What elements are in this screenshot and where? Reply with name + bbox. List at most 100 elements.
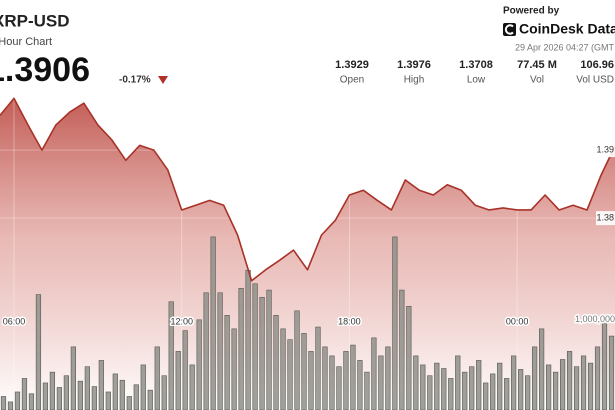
volume-bar [476,360,482,410]
volume-bar [525,375,531,410]
volume-bar [601,319,608,410]
volume-bar [427,375,433,410]
volume-bar [133,384,139,410]
volume-bar [364,371,370,410]
volume-bar [21,378,28,410]
volume-bar [84,366,90,410]
price-line [0,97,615,282]
volume-bar [462,371,468,410]
volume-bar [580,355,587,410]
stat-value: 77.45 M [517,59,557,71]
volume-bar [98,360,104,410]
volume-bar [280,328,286,410]
volume-bar [266,289,272,410]
volume-bar [406,306,412,410]
volume-bar [105,391,111,410]
volume-bar [14,391,21,410]
logo-text: CoinDesk Data [519,21,615,37]
price: 1.3906 [0,51,90,89]
volume-bar [546,364,552,410]
x-tick-label: 06:00 [3,316,26,326]
x-tick-label: 12:00 [170,316,193,326]
volume-bar [49,371,56,410]
powered-by: Powered by [503,6,560,17]
stat-label: High [404,75,425,86]
volume-bar [532,346,538,410]
volume-bar [343,351,349,410]
volume-bar [119,379,125,410]
volume-bar [252,283,258,410]
y-tick-box [596,143,615,158]
volume-bar [301,333,307,410]
volume-bar [175,351,181,410]
subtitle: 24 Hour Chart [0,36,52,48]
volume-bar [566,351,573,410]
symbol: XRP-USD [0,11,70,30]
volume-bar [140,364,146,410]
volume-bar [552,371,559,410]
stat-label: Open [340,75,364,86]
volume-bar [147,389,153,410]
timestamp: 29 Apr 2026 04:27 (GMT [515,42,615,52]
stat-value: 1.3976 [397,59,431,71]
volume-bar [469,366,475,410]
volume-bar [399,289,405,410]
volume-bar [245,269,251,410]
volume-bar [189,364,195,410]
volume-bar [504,378,510,410]
price-change: -0.17% [119,75,151,86]
volume-bar [112,373,118,410]
volume-bar [378,355,384,410]
volume-bar [518,369,524,410]
volume-bar [231,328,237,410]
volume-bar [308,351,314,410]
volume-bar [196,319,202,410]
volume-bar [371,337,377,410]
volume-bar [42,382,49,410]
stat-value: 1.3929 [335,59,369,71]
volume-bar [511,355,517,410]
volume-bar [287,339,293,410]
volume-bar [322,346,328,410]
volume-bar [350,344,356,410]
volume-bar [594,346,601,410]
volume-bar [35,294,42,410]
volume-bar [259,296,265,410]
volume-bar [573,366,580,410]
volume-bar [497,362,503,410]
branding: Powered by CoinDesk Data 29 Apr 2026 04:… [503,6,615,52]
x-tick-label: 18:00 [338,316,361,326]
x-tick-label: 00:00 [506,316,529,326]
volume-bar [63,375,69,410]
volume-bar [91,386,97,410]
volume-bar [126,396,132,410]
volume-bar [392,236,398,410]
volume-bar [434,362,440,410]
volume-bar [420,364,426,410]
volume-bar [224,315,230,410]
volume-bar [587,362,594,410]
y-tick-box [596,211,615,226]
stats: 1.3929 Open 1.3976 High 1.3708 Low 77.45… [335,59,614,86]
volume-bar [154,346,160,410]
volume-bar [273,315,279,410]
volume-bar [448,378,454,410]
volume-bar [217,292,223,410]
y-tick-label: 1.39 [596,144,614,154]
y2-tick-label: 1,000,000 [575,314,615,324]
volume-bar [483,382,489,410]
volume-bar [608,335,615,410]
stat-label: Low [467,75,486,86]
y-tick-label: 1.38 [596,212,614,222]
volume-bar [161,375,167,410]
volume-bar [441,368,447,410]
volume-bar [210,236,216,410]
stat-label: Vol USD [576,75,614,86]
volume-bar [413,355,419,410]
volume-bar [238,287,244,410]
volume-bar [28,393,35,410]
price-area [0,98,615,410]
logo-mark [504,24,514,35]
